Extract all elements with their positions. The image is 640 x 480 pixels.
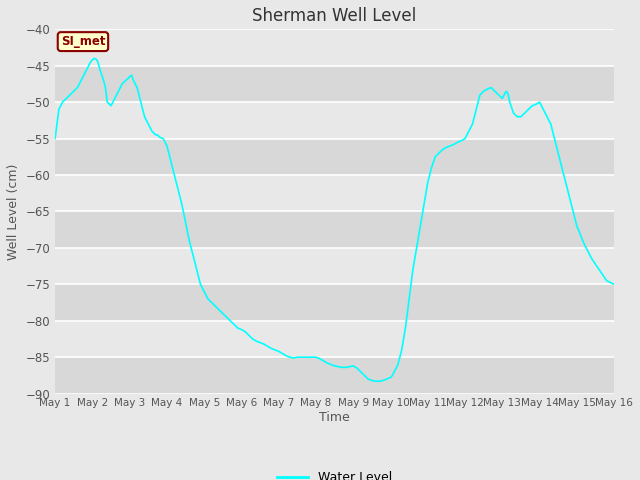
Bar [55, 357, 614, 394]
Bar [55, 321, 614, 357]
Bar [55, 211, 614, 248]
Bar [55, 66, 614, 102]
Bar [55, 248, 614, 284]
Bar [55, 284, 614, 321]
Text: SI_met: SI_met [61, 35, 105, 48]
Bar [55, 175, 614, 211]
Title: Sherman Well Level: Sherman Well Level [253, 7, 417, 25]
Bar [55, 29, 614, 66]
Bar [55, 102, 614, 139]
X-axis label: Time: Time [319, 411, 350, 424]
Legend: Water Level: Water Level [272, 467, 397, 480]
Bar [55, 139, 614, 175]
Y-axis label: Well Level (cm): Well Level (cm) [7, 163, 20, 260]
